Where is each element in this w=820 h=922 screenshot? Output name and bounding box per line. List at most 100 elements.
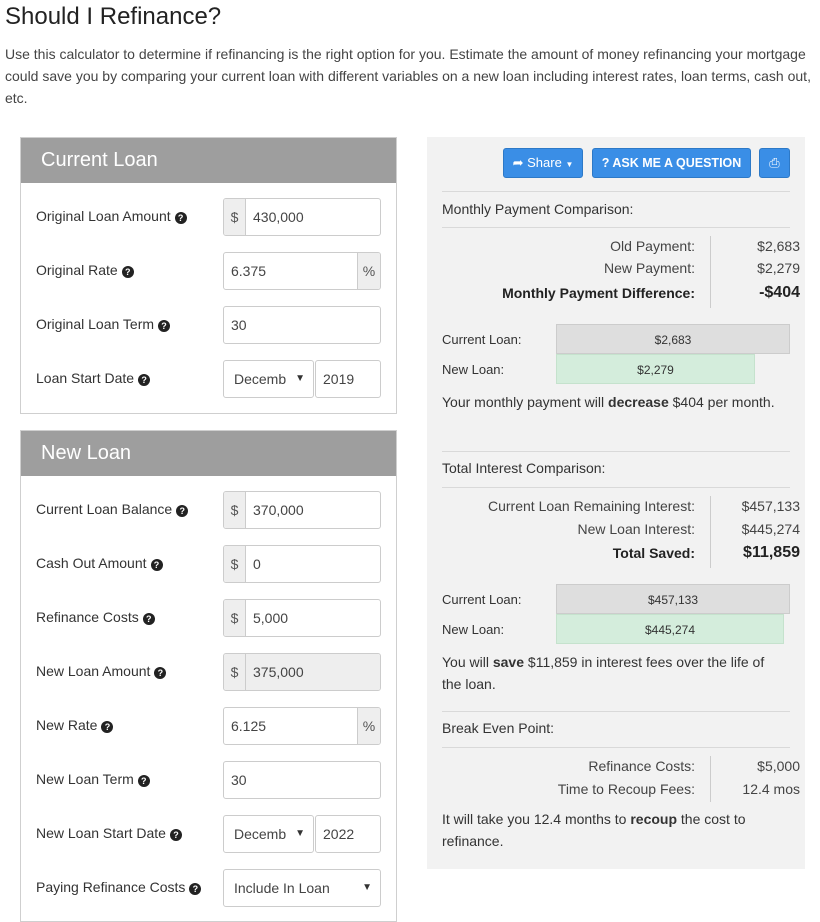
dollar-addon: $ bbox=[224, 546, 246, 582]
interest-comparison-title: Total Interest Comparison: bbox=[442, 460, 606, 476]
new-loan-start-year-input[interactable]: 2022 bbox=[315, 815, 381, 853]
chevron-down-icon: ▼ bbox=[565, 160, 574, 169]
loan-start-month-select[interactable]: Decemb ▼ bbox=[223, 360, 314, 398]
original-rate-value[interactable]: 6.375 bbox=[231, 263, 267, 279]
refinance-costs-value[interactable]: 5,000 bbox=[253, 610, 289, 626]
current-loan-balance-value[interactable]: 370,000 bbox=[253, 502, 304, 518]
question-circle-icon[interactable]: ? bbox=[150, 559, 163, 571]
chevron-down-icon: ▼ bbox=[295, 373, 305, 384]
paying-refinance-costs-select[interactable]: Include In Loan ▼ bbox=[223, 869, 381, 907]
total-saved-label: Total Saved: bbox=[612, 545, 695, 561]
new-rate-row: New Rate? 6.125 % bbox=[21, 707, 396, 745]
cash-out-input[interactable]: $ 0 bbox=[223, 545, 381, 583]
share-button-label: Share bbox=[527, 155, 562, 170]
loan-start-date-label: Loan Start Date bbox=[36, 370, 135, 386]
current-loan-balance-row: Current Loan Balance? $ 370,000 bbox=[21, 491, 396, 529]
question-circle-icon[interactable]: ? bbox=[121, 266, 134, 278]
cash-out-label: Cash Out Amount bbox=[36, 555, 147, 571]
refinance-costs-result-label: Refinance Costs: bbox=[588, 758, 695, 774]
question-circle-icon[interactable]: ? bbox=[138, 374, 151, 386]
question-circle-icon[interactable]: ? bbox=[169, 829, 182, 841]
new-rate-value[interactable]: 6.125 bbox=[231, 718, 267, 734]
monthly-bar-current-value: $2,683 bbox=[654, 333, 692, 347]
monthly-bar-current-label: Current Loan: bbox=[442, 332, 522, 347]
new-loan-amount-input: $ 375,000 bbox=[223, 653, 381, 691]
original-loan-amount-input[interactable]: $ 430,000 bbox=[223, 198, 381, 236]
payment-difference-value: -$404 bbox=[759, 284, 800, 301]
divider bbox=[442, 747, 790, 748]
new-loan-amount-row: New Loan Amount? $ 375,000 bbox=[21, 653, 396, 691]
ask-question-button[interactable]: ? ASK ME A QUESTION bbox=[592, 148, 751, 178]
question-circle-icon[interactable]: ? bbox=[176, 505, 189, 517]
new-loan-start-year-value[interactable]: 2022 bbox=[323, 826, 355, 842]
question-circle-icon[interactable]: ? bbox=[158, 320, 171, 332]
original-loan-term-input[interactable]: 30 bbox=[223, 306, 381, 344]
question-circle-icon[interactable]: ? bbox=[137, 775, 150, 787]
refinance-costs-input[interactable]: $ 5,000 bbox=[223, 599, 381, 637]
divider-vertical bbox=[710, 236, 711, 308]
new-loan-start-month-value: Decemb bbox=[234, 826, 287, 842]
new-rate-input[interactable]: 6.125 % bbox=[223, 707, 381, 745]
new-loan-panel: New Loan Current Loan Balance? $ 370,000… bbox=[20, 430, 397, 922]
break-even-title: Break Even Point: bbox=[442, 720, 555, 736]
divider bbox=[442, 227, 790, 228]
question-circle-icon[interactable]: ? bbox=[174, 212, 187, 224]
payment-difference-label: Monthly Payment Difference: bbox=[502, 285, 695, 301]
loan-start-year-input[interactable]: 2019 bbox=[315, 360, 381, 398]
ask-question-button-label: ASK ME A QUESTION bbox=[612, 156, 742, 170]
loan-start-month-value: Decemb bbox=[234, 371, 287, 387]
interest-bar-current-label: Current Loan: bbox=[442, 592, 522, 607]
new-loan-amount-label: New Loan Amount bbox=[36, 663, 151, 679]
break-even-summary: It will take you 12.4 months to recoup t… bbox=[442, 811, 746, 849]
original-rate-input[interactable]: 6.375 % bbox=[223, 252, 381, 290]
results-panel: ➦ Share ▼ ? ASK ME A QUESTION ⎙ Monthly … bbox=[427, 137, 805, 869]
original-rate-label: Original Rate bbox=[36, 262, 118, 278]
original-loan-amount-row: Original Loan Amount? $ 430,000 bbox=[21, 198, 396, 236]
divider bbox=[442, 711, 790, 712]
new-interest-value: $445,274 bbox=[741, 521, 800, 537]
new-loan-start-month-select[interactable]: Decemb ▼ bbox=[223, 815, 314, 853]
original-loan-term-value[interactable]: 30 bbox=[231, 317, 247, 333]
question-circle-icon[interactable]: ? bbox=[189, 883, 202, 895]
new-loan-term-label: New Loan Term bbox=[36, 771, 134, 787]
interest-bar-current: $457,133 bbox=[556, 584, 790, 614]
current-loan-panel: Current Loan Original Loan Amount? $ 430… bbox=[20, 137, 397, 414]
cash-out-row: Cash Out Amount? $ 0 bbox=[21, 545, 396, 583]
page-title: Should I Refinance? bbox=[5, 3, 222, 30]
print-button[interactable]: ⎙ bbox=[759, 148, 790, 178]
divider bbox=[442, 487, 790, 488]
cash-out-value[interactable]: 0 bbox=[253, 556, 261, 572]
question-circle-icon[interactable]: ? bbox=[101, 721, 114, 733]
total-saved-value: $11,859 bbox=[743, 544, 800, 561]
interest-summary: You will save $11,859 in interest fees o… bbox=[442, 654, 765, 692]
current-loan-balance-input[interactable]: $ 370,000 bbox=[223, 491, 381, 529]
paying-refinance-costs-label: Paying Refinance Costs bbox=[36, 879, 186, 895]
current-interest-label: Current Loan Remaining Interest: bbox=[488, 498, 695, 514]
new-loan-term-value[interactable]: 30 bbox=[231, 772, 247, 788]
share-button[interactable]: ➦ Share ▼ bbox=[503, 148, 583, 178]
question-circle-icon[interactable]: ? bbox=[142, 613, 155, 625]
chevron-down-icon: ▼ bbox=[362, 882, 372, 893]
dollar-addon: $ bbox=[224, 600, 246, 636]
new-payment-value: $2,279 bbox=[757, 260, 800, 276]
original-rate-row: Original Rate? 6.375 % bbox=[21, 252, 396, 290]
interest-bar-current-value: $457,133 bbox=[647, 593, 699, 607]
loan-start-year-value[interactable]: 2019 bbox=[323, 371, 355, 387]
monthly-comparison-title: Monthly Payment Comparison: bbox=[442, 201, 634, 217]
original-loan-amount-value[interactable]: 430,000 bbox=[253, 209, 304, 225]
question-circle-icon[interactable]: ? bbox=[154, 667, 167, 679]
dollar-addon: $ bbox=[224, 492, 246, 528]
monthly-bar-new-value: $2,279 bbox=[637, 363, 674, 377]
paying-refinance-costs-row: Paying Refinance Costs? Include In Loan … bbox=[21, 869, 396, 907]
divider-vertical bbox=[710, 756, 711, 802]
divider-vertical bbox=[710, 496, 711, 568]
print-icon: ⎙ bbox=[769, 155, 780, 170]
percent-addon: % bbox=[357, 253, 380, 289]
paying-refinance-costs-value: Include In Loan bbox=[234, 880, 330, 896]
percent-addon: % bbox=[357, 708, 380, 744]
chevron-down-icon: ▼ bbox=[295, 828, 305, 839]
intro-text: Use this calculator to determine if refi… bbox=[5, 46, 811, 106]
question-icon: ? bbox=[601, 156, 610, 170]
new-loan-term-input[interactable]: 30 bbox=[223, 761, 381, 799]
monthly-bar-new-label: New Loan: bbox=[442, 362, 505, 377]
